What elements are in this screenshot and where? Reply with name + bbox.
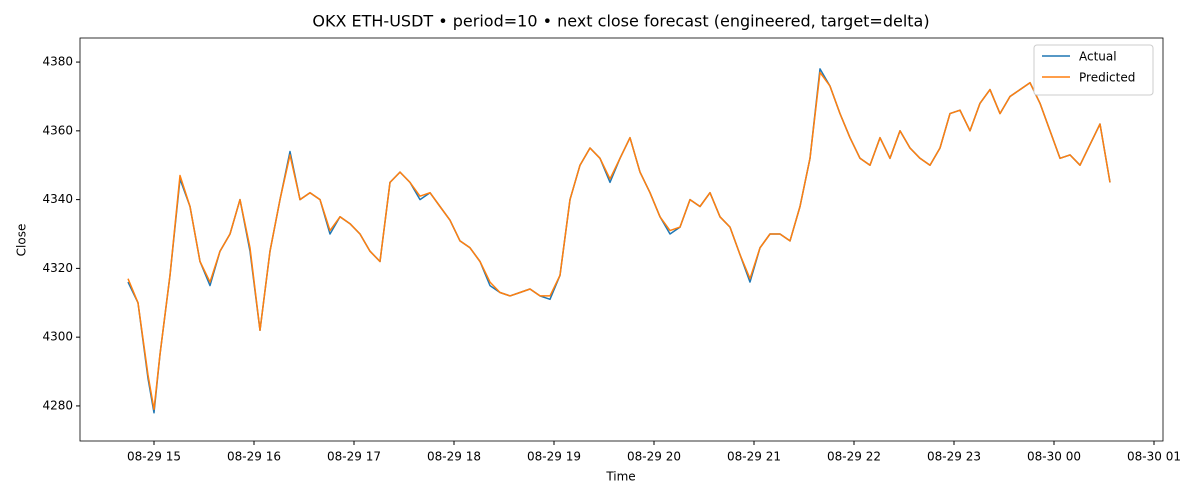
x-tick-label: 08-29 23 bbox=[927, 450, 981, 464]
series-line bbox=[127, 68, 1111, 414]
y-axis-label: Close bbox=[15, 224, 29, 257]
x-tick-label: 08-29 18 bbox=[427, 450, 481, 464]
x-tick-label: 08-30 01 bbox=[1127, 450, 1181, 464]
plot-frame bbox=[79, 37, 1164, 442]
x-tick-label: 08-29 17 bbox=[327, 450, 381, 464]
series-line bbox=[127, 71, 1111, 411]
legend-label: Actual bbox=[1079, 50, 1117, 64]
x-tick-label: 08-30 00 bbox=[1027, 450, 1081, 464]
x-tick-label: 08-29 22 bbox=[827, 450, 881, 464]
y-tick-label: 4320 bbox=[42, 261, 73, 275]
legend-label: Predicted bbox=[1079, 71, 1135, 85]
y-tick-label: 4360 bbox=[42, 123, 73, 137]
x-tick-label: 08-29 20 bbox=[627, 450, 681, 464]
chart-title: OKX ETH-USDT • period=10 • next close fo… bbox=[312, 12, 929, 31]
y-tick-label: 4280 bbox=[42, 398, 73, 412]
y-tick-label: 4340 bbox=[42, 192, 73, 206]
x-tick-label: 08-29 15 bbox=[127, 450, 181, 464]
x-tick-label: 08-29 19 bbox=[527, 450, 581, 464]
y-tick-label: 4300 bbox=[42, 330, 73, 344]
legend-box bbox=[1033, 44, 1154, 96]
x-tick-label: 08-29 21 bbox=[727, 450, 781, 464]
x-axis-label: Time bbox=[605, 470, 635, 484]
y-tick-label: 4380 bbox=[42, 55, 73, 69]
x-tick-label: 08-29 16 bbox=[227, 450, 281, 464]
